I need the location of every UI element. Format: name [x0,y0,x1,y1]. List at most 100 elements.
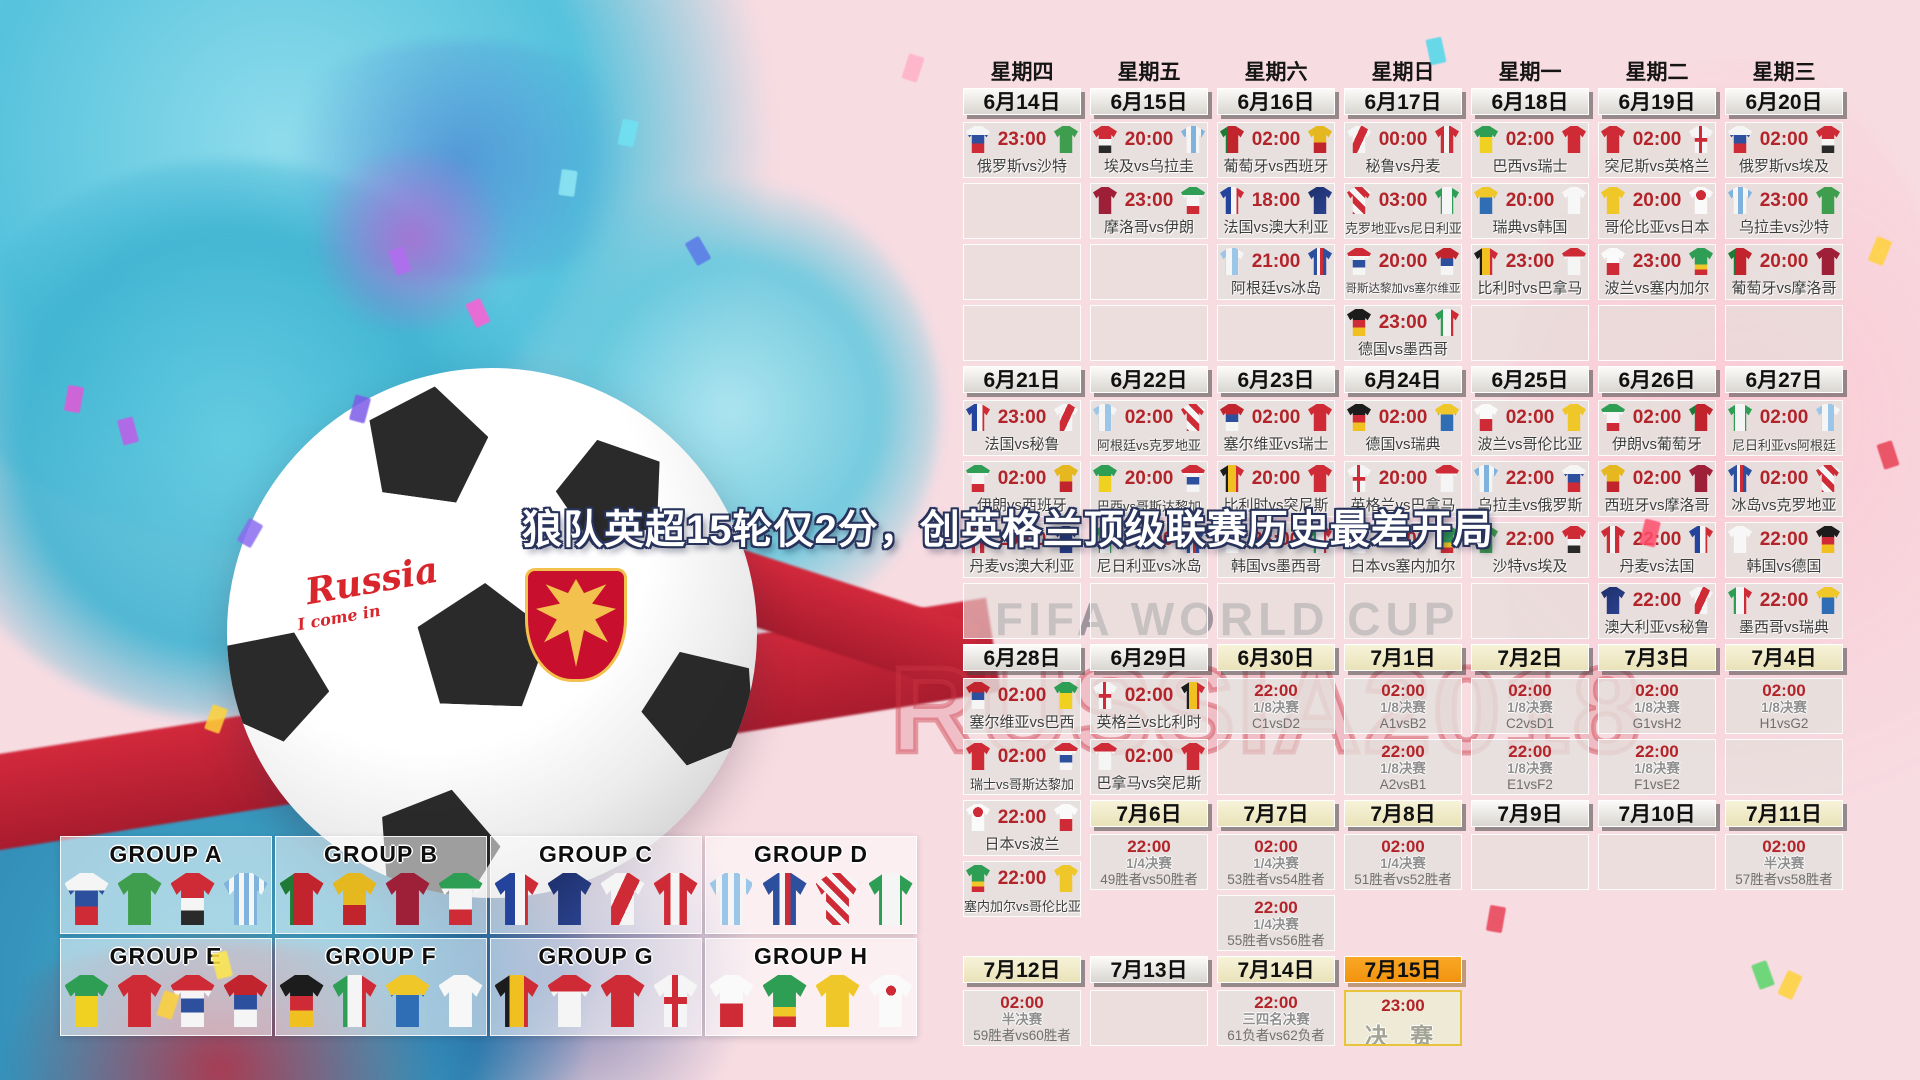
belgium-jersey-icon [1181,682,1205,709]
match-teams-label: 西班牙vs摩洛哥 [1604,497,1710,514]
morocco-jersey-icon [1689,465,1713,492]
calendar-column-2: 星期五 6月15日 20:00 埃及vs乌拉圭 23:00 摩洛哥vs伊朗 6月22日 02:… [1090,60,1208,1051]
panama-jersey-icon [547,975,592,1027]
stage-label: 1/4决赛 [1126,856,1172,871]
panama-jersey-icon [1435,465,1459,492]
knockout-teams-label: G1vsH2 [1632,716,1682,731]
match-time: 02:00 [1505,406,1555,428]
match-time: 02:00 [1381,837,1425,856]
egypt-jersey-icon [1562,526,1586,553]
peru-jersey-icon [1347,126,1371,153]
stage-label: 三四名决赛 [1242,1012,1310,1027]
uruguay-jersey-icon [1474,465,1498,492]
knockout-cell: 22:00 1/8决赛 A2vsB1 [1344,739,1462,795]
saudi-jersey-icon [117,873,162,925]
match-cell: 20:00 比利时vs突尼斯 [1217,461,1335,517]
match-row: 23:00 [1472,245,1588,276]
match-time: 02:00 [1000,993,1044,1012]
match-teams-label: 伊朗vs西班牙 [976,497,1067,514]
empty-cell [1598,834,1716,890]
match-row: 20:00 [1472,184,1588,215]
germany-jersey-icon [1347,404,1371,431]
match-row: 20:00 [1599,184,1715,215]
portugal-jersey-icon [279,873,324,925]
match-time: 20:00 [1251,467,1301,489]
match-cell: 23:00 法国vs秘鲁 [963,400,1081,456]
stage-label: 1/8决赛 [1507,761,1553,776]
group-title: GROUP F [325,943,437,969]
australia-jersey-icon [1308,187,1332,214]
russia-jersey-icon [1728,126,1752,153]
peru-jersey-icon [600,873,645,925]
match-time: 23:00 [1251,528,1301,550]
match-cell: 02:00 俄罗斯vs埃及 [1725,122,1843,178]
croatia-jersey-icon [1816,465,1840,492]
date-header: 7月6日 [1090,800,1208,827]
match-row: 23:00 [1091,523,1207,554]
stage-label: 1/8决赛 [1507,700,1553,715]
match-time: 02:00 [1251,406,1301,428]
knockout-teams-label: 57胜者vs58胜者 [1735,872,1833,887]
mexico-jersey-icon [332,975,377,1027]
knockout-cell: 02:00 1/8决赛 H1vsG2 [1725,678,1843,734]
knockout-cell: 02:00 1/4决赛 53胜者vs54胜者 [1217,834,1335,890]
group-box-b: GROUP B [275,836,487,934]
match-teams-label: 日本vs波兰 [984,836,1060,853]
match-teams-label: 丹麦vs澳大利亚 [969,558,1075,575]
nigeria-jersey-icon [1728,404,1752,431]
iran-jersey-icon [438,873,483,925]
match-time: 22:00 [1759,528,1809,550]
empty-cell [963,305,1081,361]
knockout-cell: 02:00 1/4决赛 51胜者vs52胜者 [1344,834,1462,890]
group-box-f: GROUP F [275,938,487,1036]
knockout-teams-label: C1vsD2 [1251,716,1300,731]
group-title: GROUP H [754,943,868,969]
denmark-jersey-icon [653,873,698,925]
weekday-label: 星期五 [1117,61,1181,84]
morocco-jersey-icon [385,873,430,925]
match-row: 22:00 [1726,523,1842,554]
russia-jersey-icon [1562,465,1586,492]
knockout-teams-label: 53胜者vs54胜者 [1227,872,1325,887]
group-jerseys-row [706,873,916,925]
match-time: 20:00 [997,528,1047,550]
match-row: 02:00 [1472,123,1588,154]
match-cell: 00:00 秘鲁vs丹麦 [1344,122,1462,178]
knockout-cell: 22:00 1/8决赛 E1vsF2 [1471,739,1589,795]
match-time: 02:00 [1762,837,1806,856]
knockout-cell: 22:00 1/8决赛 F1vsE2 [1598,739,1716,795]
weekday-label: 星期日 [1371,61,1435,84]
match-time: 22:00 [1254,993,1298,1012]
weekday-label: 星期六 [1244,61,1308,84]
match-teams-label: 塞尔维亚vs巴西 [969,714,1075,731]
stage-label: 1/8决赛 [1634,700,1680,715]
costarica-jersey-icon [170,975,215,1027]
match-cell: 02:00 塞尔维亚vs瑞士 [1217,400,1335,456]
iran-jersey-icon [966,465,990,492]
match-cell: 20:00 瑞典vs韩国 [1471,183,1589,239]
match-cell: 02:00 伊朗vs葡萄牙 [1598,400,1716,456]
match-row: 22:00 [1472,462,1588,493]
empty-cell [1217,739,1335,795]
uruguay-jersey-icon [1728,187,1752,214]
match-time: 23:00 [997,406,1047,428]
match-time: 22:00 [1254,681,1298,700]
knockout-cell: 22:00 1/8决赛 C1vsD2 [1217,678,1335,734]
knockout-cell: 02:00 1/8决赛 C2vsD1 [1471,678,1589,734]
match-time: 02:00 [1632,128,1682,150]
senegal-jersey-icon [966,865,990,892]
match-row: 20:00 [1345,245,1461,276]
england-jersey-icon [1347,465,1371,492]
uruguay-jersey-icon [223,873,268,925]
date-header: 7月8日 [1344,800,1462,827]
group-title: GROUP D [754,841,868,867]
match-row: 00:00 [1345,123,1461,154]
group-jerseys-row [276,975,486,1027]
match-time: 23:00 [1505,250,1555,272]
switzerland-jersey-icon [1308,404,1332,431]
mexico-jersey-icon [1728,587,1752,614]
match-cell: 23:00 比利时vs巴拿马 [1471,244,1589,300]
match-row: 02:00 [1599,462,1715,493]
match-time: 02:00 [1251,128,1301,150]
knockout-teams-label: 59胜者vs60胜者 [973,1028,1071,1043]
